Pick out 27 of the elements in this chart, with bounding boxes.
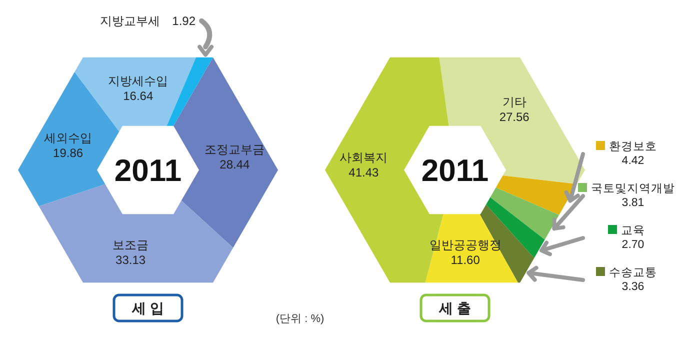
text: 세 입: [131, 300, 164, 316]
data-label: 19.86: [53, 146, 84, 160]
slice-label: 보조금: [112, 238, 149, 252]
slice-label: 조정교부금: [204, 142, 265, 157]
legend-label: 환경보호: [609, 141, 657, 153]
data-label: 16.64: [123, 89, 154, 104]
data-label: 2.70: [622, 239, 644, 251]
data-label: 3.36: [622, 281, 644, 293]
text: 2011: [114, 153, 182, 188]
legend-label: 수송교통: [609, 267, 657, 279]
data-label: 11.60: [450, 252, 480, 267]
data-label: 27.56: [499, 110, 530, 124]
slice-label: 사회복지: [340, 150, 388, 165]
text: (단위 : %): [276, 313, 324, 325]
data-label: 33.13: [116, 252, 146, 267]
data-label: 28.44: [220, 158, 250, 172]
data-label: 4.42: [622, 155, 644, 167]
text: 세 출: [438, 300, 471, 316]
slice-label: 세외수입: [44, 130, 92, 145]
data-label: 3.81: [622, 197, 644, 209]
slice-label: 기타: [502, 95, 526, 110]
data-label: 41.43: [348, 166, 380, 180]
legend-label: 교육: [621, 225, 645, 237]
text: 2011: [421, 153, 489, 188]
slice-label: 지방교부세 1.92: [100, 14, 196, 28]
legend-label: 국토및지역개발: [591, 183, 675, 195]
slice-label: 지방세수입: [108, 74, 168, 88]
